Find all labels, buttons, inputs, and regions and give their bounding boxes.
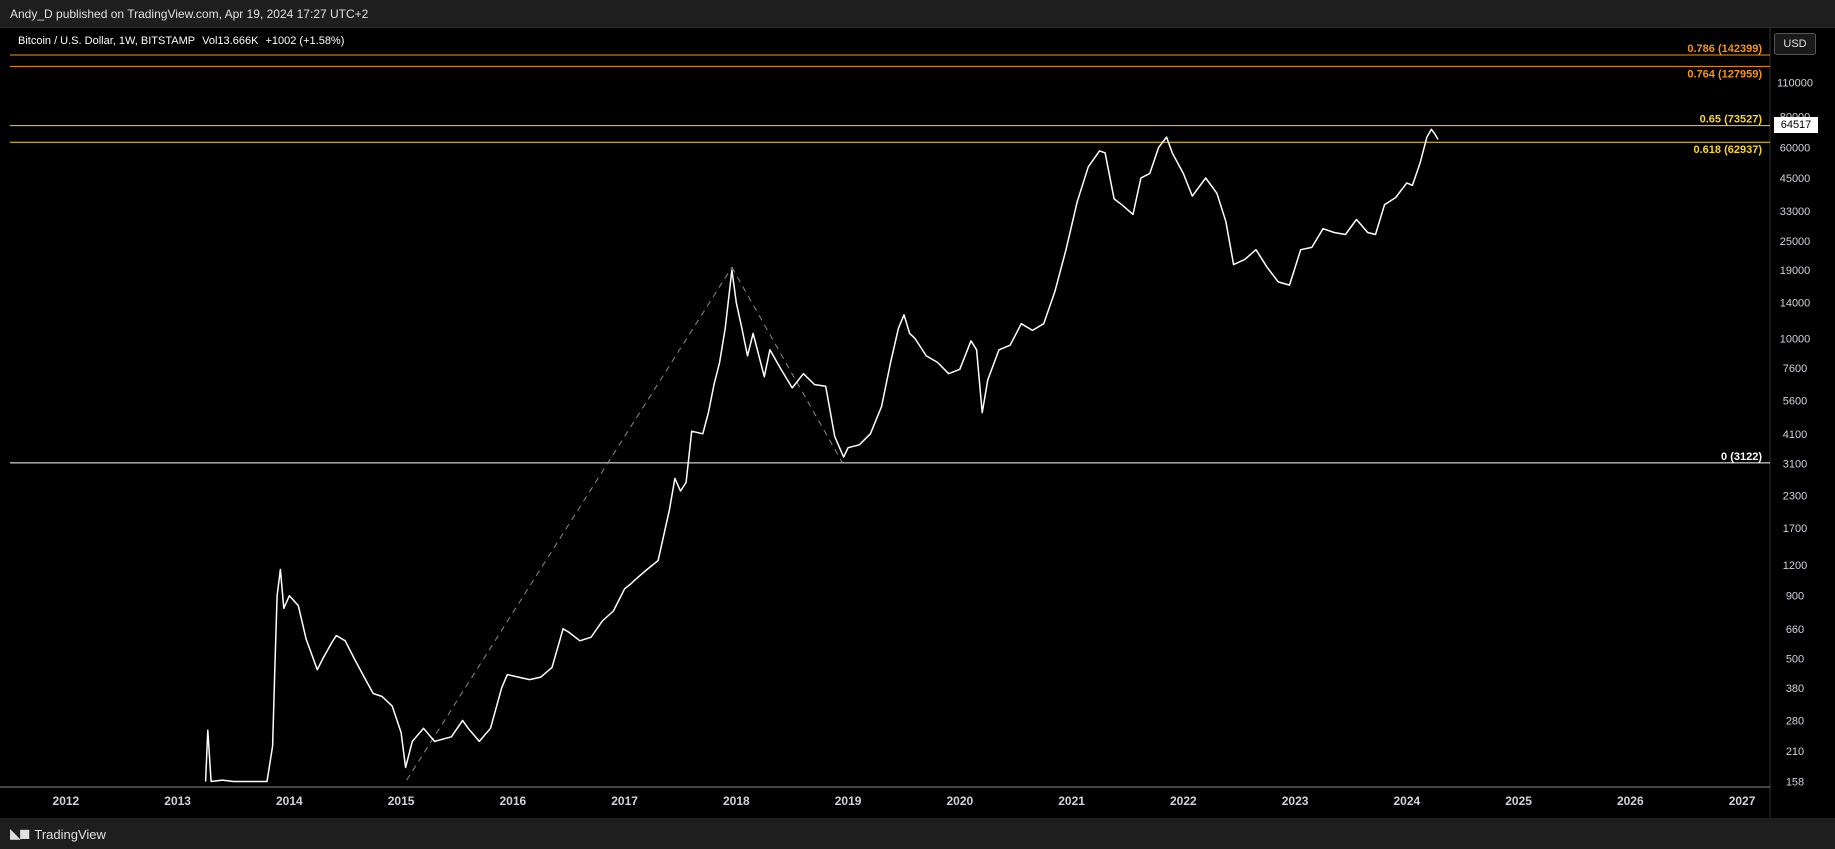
- fib-level-label: 0.786 (142399): [1687, 43, 1762, 55]
- time-tick-label: 2020: [946, 794, 973, 808]
- price-tick-label: 60000: [1780, 142, 1811, 154]
- price-tick-label: 10000: [1780, 334, 1811, 346]
- last-price-tag: 64517: [1774, 117, 1818, 133]
- top-bar: Andy_D published on TradingView.com, Apr…: [0, 0, 1835, 28]
- price-tick-label: 19000: [1780, 265, 1811, 277]
- price-tick-label: 660: [1786, 624, 1804, 636]
- time-tick-label: 2022: [1170, 794, 1197, 808]
- fibonacci-levels: 0.786 (142399) 0.764 (127959) 0.65 (73527)…: [10, 43, 1770, 464]
- price-tick-label: 900: [1786, 591, 1804, 603]
- price-tick-label: 25000: [1780, 236, 1811, 248]
- time-tick-label: 2012: [53, 794, 80, 808]
- price-tick-label: 14000: [1780, 298, 1811, 310]
- time-axis: 2012 2013 2014 2015 2016 2017 2018 2019 2020 2021…: [53, 794, 1756, 808]
- published-info: Andy_D published on TradingView.com, Apr…: [10, 7, 369, 21]
- time-tick-label: 2016: [500, 794, 527, 808]
- symbol-legend: Bitcoin / U.S. Dollar, 1W, BITSTAMP Vol1…: [18, 35, 348, 47]
- time-tick-label: 2017: [611, 794, 638, 808]
- price-tick-label: 1200: [1783, 560, 1807, 572]
- fib-level-label: 0.764 (127959): [1687, 68, 1762, 80]
- time-tick-label: 2014: [276, 794, 303, 808]
- price-tick-label: 280: [1786, 715, 1804, 727]
- fib-level-label: 0.618 (62937): [1694, 144, 1763, 156]
- price-series: [204, 128, 1439, 783]
- price-tick-label: 3100: [1783, 459, 1807, 471]
- price-tick-label: 210: [1786, 746, 1804, 758]
- price-tick-label: 45000: [1780, 173, 1811, 185]
- time-tick-label: 2018: [723, 794, 750, 808]
- price-tick-label: 2300: [1783, 491, 1807, 503]
- price-line: [204, 128, 1439, 783]
- fib-level-label: 0 (3122): [1721, 451, 1762, 463]
- time-tick-label: 2021: [1058, 794, 1085, 808]
- volume-value: Vol13.666K: [202, 35, 259, 47]
- price-tick-label: 4100: [1783, 429, 1807, 441]
- time-tick-label: 2026: [1617, 794, 1644, 808]
- bottom-bar: ◣◼ TradingView: [0, 818, 1835, 849]
- trend-line[interactable]: [731, 267, 843, 464]
- fib-level-label: 0.65 (73527): [1700, 114, 1763, 126]
- symbol-name[interactable]: Bitcoin / U.S. Dollar, 1W, BITSTAMP: [18, 35, 196, 47]
- price-tick-label: 7600: [1783, 363, 1807, 375]
- currency-button[interactable]: USD: [1774, 33, 1816, 55]
- trend-line[interactable]: [406, 267, 733, 781]
- tradingview-logo[interactable]: ◣◼ TradingView: [10, 826, 106, 842]
- trend-lines: [406, 267, 843, 781]
- time-tick-label: 2027: [1729, 794, 1756, 808]
- brand-name: TradingView: [34, 826, 106, 842]
- tradingview-icon: ◣◼: [10, 826, 30, 842]
- price-tick-label: 5600: [1783, 396, 1807, 408]
- price-tick-label: 500: [1786, 653, 1804, 665]
- time-tick-label: 2023: [1282, 794, 1309, 808]
- price-tick-label: 1700: [1783, 523, 1807, 535]
- time-tick-label: 2019: [835, 794, 862, 808]
- price-axis: 158 210 280 380 500 660 900 1200 1700 2300 3100 410…: [1777, 78, 1813, 789]
- price-tick-label: 110000: [1777, 78, 1813, 90]
- time-tick-label: 2015: [388, 794, 415, 808]
- price-tick-label: 380: [1786, 683, 1804, 695]
- time-tick-label: 2025: [1505, 794, 1532, 808]
- price-chart[interactable]: 0.786 (142399) 0.764 (127959) 0.65 (73527)…: [0, 28, 1835, 818]
- price-tick-label: 158: [1786, 776, 1804, 788]
- time-tick-label: 2013: [164, 794, 191, 808]
- time-tick-label: 2024: [1393, 794, 1420, 808]
- change-value: +1002 (+1.58%): [265, 35, 345, 47]
- price-tick-label: 33000: [1780, 206, 1811, 218]
